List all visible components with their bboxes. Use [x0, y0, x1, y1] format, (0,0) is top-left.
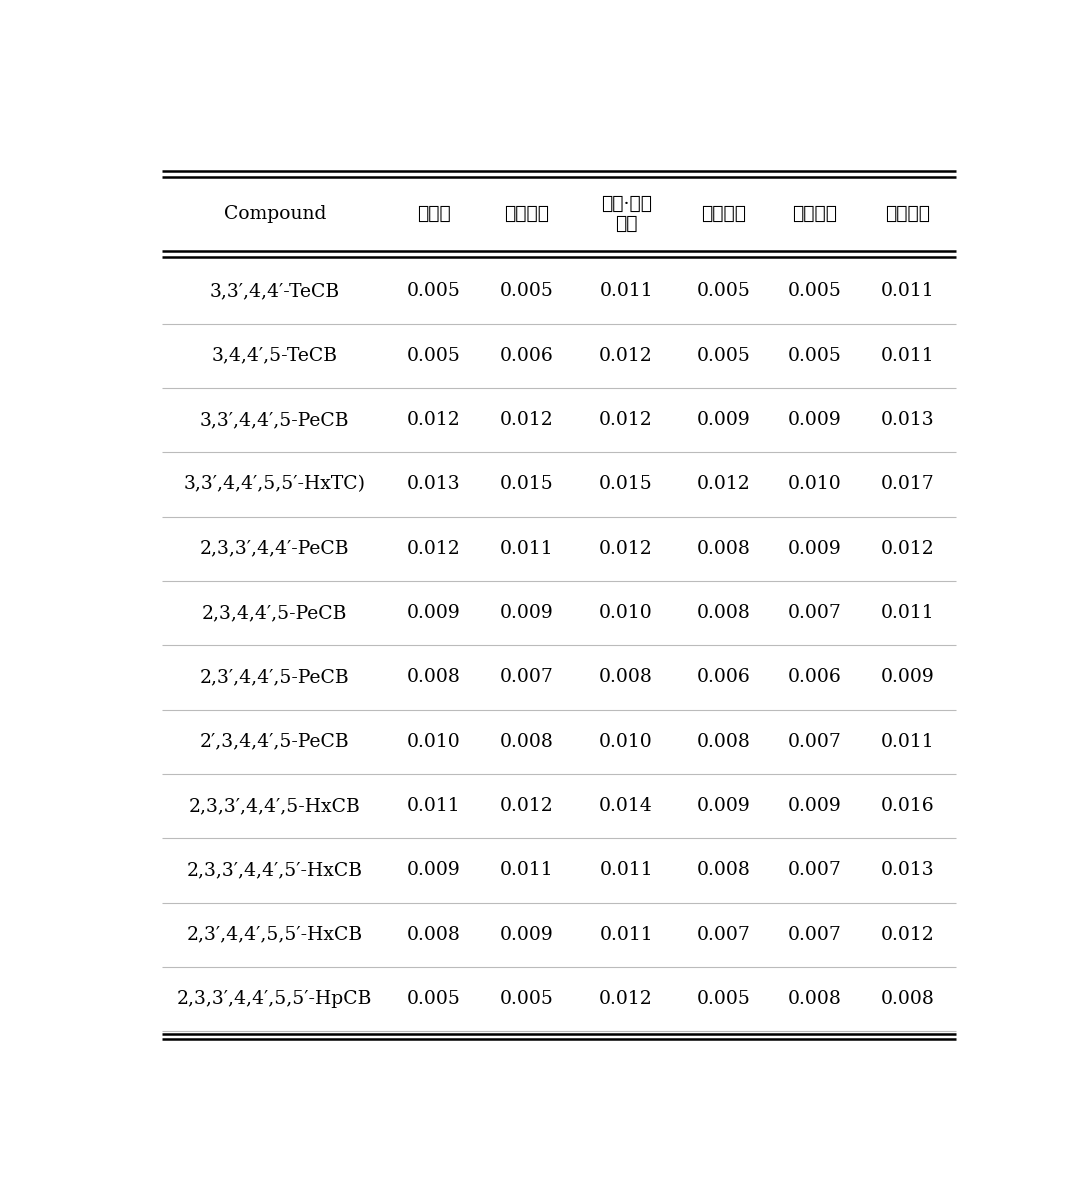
Text: 태움·용융
소금: 태움·용융 소금: [601, 195, 652, 233]
Text: 0.015: 0.015: [600, 475, 653, 493]
Text: 0.005: 0.005: [788, 283, 841, 301]
Text: 0.008: 0.008: [788, 990, 841, 1008]
Text: 0.012: 0.012: [881, 926, 935, 943]
Text: 0.006: 0.006: [697, 668, 750, 686]
Text: 0.009: 0.009: [788, 540, 841, 558]
Text: 0.010: 0.010: [407, 732, 460, 751]
Text: 0.008: 0.008: [697, 540, 750, 558]
Text: 3,3′,4,4′,5-PeCB: 3,3′,4,4′,5-PeCB: [199, 411, 350, 429]
Text: 0.013: 0.013: [881, 411, 935, 429]
Text: 0.011: 0.011: [500, 862, 554, 880]
Text: 0.009: 0.009: [407, 862, 460, 880]
Text: 0.011: 0.011: [881, 283, 935, 301]
Text: 2,3′,4,4′,5,5′-HxCB: 2,3′,4,4′,5,5′-HxCB: [186, 926, 363, 943]
Text: 0.007: 0.007: [788, 862, 841, 880]
Text: 0.012: 0.012: [600, 347, 653, 364]
Text: 0.012: 0.012: [881, 540, 935, 558]
Text: 2,3,3′,4,4′-PeCB: 2,3,3′,4,4′-PeCB: [199, 540, 350, 558]
Text: 0.009: 0.009: [500, 604, 554, 623]
Text: 0.011: 0.011: [600, 926, 653, 943]
Text: 0.011: 0.011: [600, 283, 653, 301]
Text: 0.014: 0.014: [600, 797, 653, 815]
Text: 0.012: 0.012: [500, 797, 554, 815]
Text: 0.005: 0.005: [500, 283, 554, 301]
Text: 0.008: 0.008: [500, 732, 554, 751]
Text: 0.005: 0.005: [407, 347, 460, 364]
Text: 0.009: 0.009: [500, 926, 554, 943]
Text: 0.013: 0.013: [407, 475, 460, 493]
Text: 0.012: 0.012: [600, 540, 653, 558]
Text: 가공소금: 가공소금: [885, 205, 931, 223]
Text: 0.006: 0.006: [788, 668, 841, 686]
Text: 재제소금: 재제소금: [505, 205, 549, 223]
Text: 0.005: 0.005: [697, 990, 750, 1008]
Text: 0.008: 0.008: [600, 668, 653, 686]
Text: 0.005: 0.005: [407, 990, 460, 1008]
Text: 0.007: 0.007: [788, 604, 841, 623]
Text: 0.011: 0.011: [881, 604, 935, 623]
Text: 0.012: 0.012: [407, 540, 460, 558]
Text: 0.009: 0.009: [881, 668, 935, 686]
Text: 0.013: 0.013: [881, 862, 935, 880]
Text: 기타소금: 기타소금: [792, 205, 837, 223]
Text: Compound: Compound: [223, 205, 326, 223]
Text: 0.008: 0.008: [697, 862, 750, 880]
Text: 0.015: 0.015: [500, 475, 554, 493]
Text: 0.009: 0.009: [788, 411, 841, 429]
Text: 3,4,4′,5-TeCB: 3,4,4′,5-TeCB: [211, 347, 338, 364]
Text: 0.016: 0.016: [881, 797, 935, 815]
Text: 0.007: 0.007: [500, 668, 554, 686]
Text: 0.011: 0.011: [881, 732, 935, 751]
Text: 0.008: 0.008: [407, 926, 460, 943]
Text: 0.010: 0.010: [600, 604, 653, 623]
Text: 3,3′,4,4′,5,5′-HxTC): 3,3′,4,4′,5,5′-HxTC): [184, 475, 366, 493]
Text: 2,3′,4,4′,5-PeCB: 2,3′,4,4′,5-PeCB: [199, 668, 350, 686]
Text: 0.007: 0.007: [788, 732, 841, 751]
Text: 0.009: 0.009: [697, 797, 750, 815]
Text: 3,3′,4,4′-TeCB: 3,3′,4,4′-TeCB: [209, 283, 340, 301]
Text: 0.005: 0.005: [697, 347, 750, 364]
Text: 2,3,3′,4,4′,5′-HxCB: 2,3,3′,4,4′,5′-HxCB: [186, 862, 363, 880]
Text: 2,3,3′,4,4′,5,5′-HpCB: 2,3,3′,4,4′,5,5′-HpCB: [177, 990, 373, 1008]
Text: 0.005: 0.005: [407, 283, 460, 301]
Text: 0.008: 0.008: [881, 990, 935, 1008]
Text: 0.008: 0.008: [697, 604, 750, 623]
Text: 0.011: 0.011: [600, 862, 653, 880]
Text: 0.012: 0.012: [600, 411, 653, 429]
Text: 0.010: 0.010: [600, 732, 653, 751]
Text: 천일염: 천일염: [416, 205, 450, 223]
Text: 2′,3,4,4′,5-PeCB: 2′,3,4,4′,5-PeCB: [199, 732, 350, 751]
Text: 2,3,4,4′,5-PeCB: 2,3,4,4′,5-PeCB: [202, 604, 348, 623]
Text: 0.011: 0.011: [881, 347, 935, 364]
Text: 0.017: 0.017: [881, 475, 935, 493]
Text: 0.012: 0.012: [697, 475, 750, 493]
Text: 0.005: 0.005: [697, 283, 750, 301]
Text: 0.012: 0.012: [407, 411, 460, 429]
Text: 0.008: 0.008: [697, 732, 750, 751]
Text: 0.012: 0.012: [500, 411, 554, 429]
Text: 0.007: 0.007: [788, 926, 841, 943]
Text: 0.006: 0.006: [500, 347, 554, 364]
Text: 0.009: 0.009: [788, 797, 841, 815]
Text: 0.007: 0.007: [697, 926, 750, 943]
Text: 정제소금: 정제소금: [701, 205, 746, 223]
Text: 0.010: 0.010: [788, 475, 841, 493]
Text: 0.009: 0.009: [697, 411, 750, 429]
Text: 0.011: 0.011: [500, 540, 554, 558]
Text: 0.011: 0.011: [407, 797, 460, 815]
Text: 0.005: 0.005: [788, 347, 841, 364]
Text: 0.012: 0.012: [600, 990, 653, 1008]
Text: 0.009: 0.009: [407, 604, 460, 623]
Text: 0.008: 0.008: [407, 668, 460, 686]
Text: 0.005: 0.005: [500, 990, 554, 1008]
Text: 2,3,3′,4,4′,5-HxCB: 2,3,3′,4,4′,5-HxCB: [189, 797, 361, 815]
